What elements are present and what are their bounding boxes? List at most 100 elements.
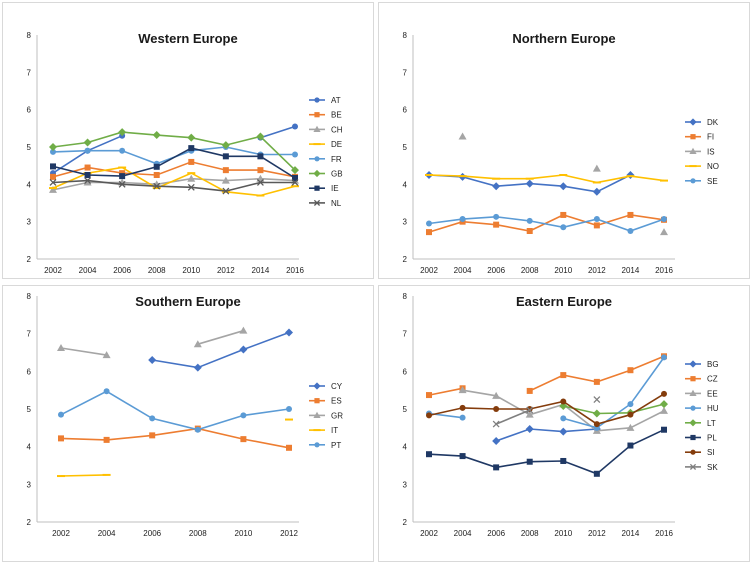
data-point — [222, 167, 229, 174]
data-point — [689, 419, 697, 427]
legend-label: IT — [331, 426, 338, 435]
legend-label: DK — [707, 118, 719, 127]
legend-item-sk: SK — [685, 463, 718, 472]
data-point — [593, 222, 600, 229]
x-tick-label: 2006 — [487, 529, 505, 538]
data-point — [313, 382, 321, 390]
series-line — [52, 147, 296, 179]
data-point — [526, 387, 533, 394]
data-point — [50, 163, 56, 170]
y-tick-label: 6 — [27, 106, 32, 115]
data-point — [314, 112, 320, 118]
legend-label: PT — [331, 441, 341, 450]
y-tick-label: 7 — [403, 330, 408, 339]
data-point — [526, 228, 533, 234]
legend-label: CZ — [707, 375, 718, 384]
series-line — [495, 409, 531, 425]
data-point — [49, 187, 57, 190]
legend-label: NL — [331, 199, 342, 208]
x-tick-label: 2012 — [217, 266, 235, 275]
data-point — [57, 343, 65, 351]
series-line — [260, 125, 296, 139]
data-point — [660, 400, 668, 409]
legend-item-dk: DK — [685, 118, 719, 127]
data-point — [187, 183, 195, 191]
data-point — [592, 409, 601, 418]
legend-label: NO — [707, 162, 719, 171]
data-point — [593, 470, 600, 477]
x-tick-label: 2012 — [588, 266, 606, 275]
y-tick-label: 7 — [27, 68, 32, 77]
data-point — [560, 415, 567, 422]
series-line — [60, 390, 290, 431]
data-point — [103, 388, 110, 395]
data-point — [153, 163, 160, 170]
legend-item-is: IS — [685, 147, 715, 156]
data-point — [292, 123, 298, 130]
data-point — [459, 453, 466, 460]
legend-label: FI — [707, 133, 714, 142]
data-point — [661, 354, 667, 361]
series-line — [52, 166, 296, 197]
series-is — [458, 132, 668, 236]
x-tick-label: 2008 — [521, 266, 539, 275]
data-point — [119, 173, 126, 180]
legend-item-de: DE — [309, 140, 342, 149]
data-point — [314, 97, 320, 103]
data-point — [660, 179, 668, 182]
data-point — [559, 182, 568, 191]
data-point — [560, 224, 567, 231]
y-tick-label: 6 — [403, 106, 408, 115]
series-line — [428, 215, 665, 232]
chart-title: Southern Europe — [135, 294, 241, 309]
legend-label: ES — [331, 397, 342, 406]
x-tick-label: 2012 — [280, 529, 298, 538]
data-point — [592, 181, 601, 184]
data-point — [426, 412, 432, 419]
x-tick-label: 2006 — [143, 529, 161, 538]
x-tick-label: 2004 — [454, 529, 472, 538]
data-point — [313, 143, 321, 146]
legend-label: FR — [331, 155, 342, 164]
data-point — [313, 199, 321, 206]
data-point — [592, 164, 601, 172]
data-point — [426, 220, 432, 227]
x-tick-label: 2014 — [252, 266, 270, 275]
chart-title: Eastern Europe — [515, 294, 613, 309]
x-tick-label: 2002 — [44, 266, 62, 275]
series-es — [58, 425, 292, 451]
data-point — [187, 133, 196, 142]
series-line — [563, 403, 665, 415]
legend-label: PL — [707, 434, 717, 443]
legend-label: AT — [331, 96, 341, 105]
data-point — [661, 216, 667, 223]
legend-label: SE — [707, 177, 718, 186]
legend-item-bg: BG — [685, 360, 719, 369]
data-point — [560, 398, 567, 405]
data-point — [221, 176, 230, 184]
series-no — [425, 174, 668, 184]
data-point — [627, 228, 634, 234]
data-point — [660, 228, 668, 236]
data-point — [690, 376, 696, 382]
data-point — [626, 171, 635, 179]
legend-label: IS — [707, 147, 715, 156]
data-point — [560, 211, 567, 218]
y-tick-label: 8 — [27, 31, 32, 40]
x-tick-label: 2006 — [113, 266, 131, 275]
series-bg — [492, 424, 601, 446]
legend-item-es: ES — [309, 397, 342, 406]
data-point — [493, 221, 500, 228]
chart-svg: 2 3 4 5 6 7 8 2002 2004 2006 2008 2010 2012 CY ES GR IT P… — [27, 292, 344, 538]
y-tick-label: 4 — [403, 180, 408, 189]
x-tick-label: 2010 — [554, 266, 572, 275]
data-point — [526, 406, 534, 414]
legend-item-ee: EE — [685, 389, 718, 398]
data-point — [593, 421, 600, 428]
data-point — [492, 182, 501, 191]
data-point — [84, 147, 91, 154]
data-point — [492, 391, 501, 399]
y-tick-label: 5 — [27, 405, 32, 414]
data-point — [188, 158, 195, 165]
data-point — [58, 411, 64, 418]
